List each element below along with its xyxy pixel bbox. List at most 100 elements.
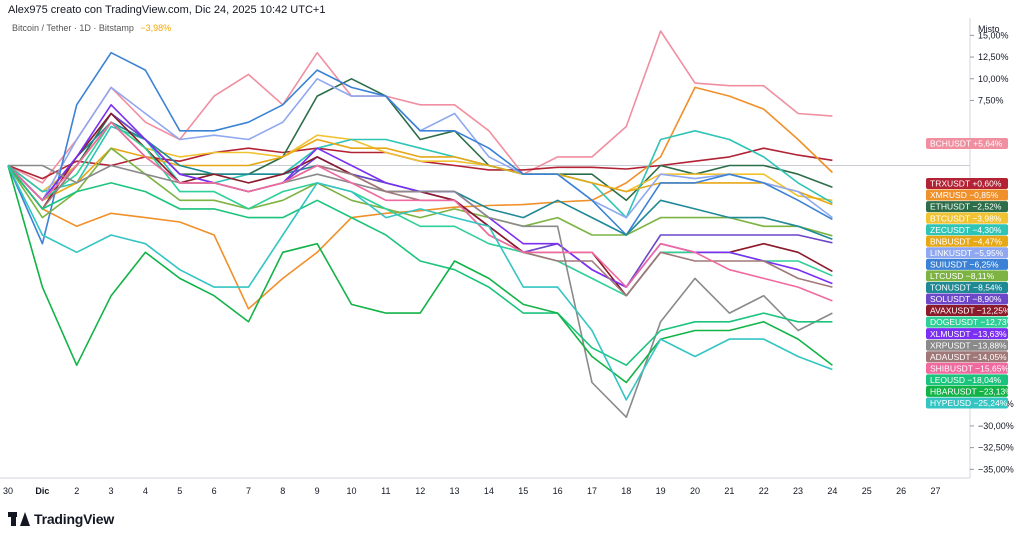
price-label-bg bbox=[926, 293, 1008, 305]
x-tick-label: 13 bbox=[450, 486, 460, 496]
price-label-text: AVAXUSDT −12,25% bbox=[930, 306, 1011, 316]
series-line-xmrusd bbox=[7, 86, 833, 310]
x-tick-label: 21 bbox=[724, 486, 734, 496]
price-label-text: SHIBUSDT −15,65% bbox=[930, 363, 1009, 373]
price-label-trxusdt: TRXUSDT +0,60% bbox=[926, 178, 1008, 189]
price-label-bg bbox=[926, 281, 1008, 293]
symbol-legend[interactable]: Bitcoin / Tether · 1D · Bitstamp −3,98% bbox=[12, 23, 171, 33]
price-label-text: HBARUSDT −23,13% bbox=[930, 387, 1013, 397]
price-label-xmrusd: XMRUSD −0,85% bbox=[926, 189, 1008, 201]
price-label-bg bbox=[926, 138, 1008, 149]
x-tick-label: 6 bbox=[212, 486, 217, 496]
x-tick-label: 3 bbox=[109, 486, 114, 496]
price-label-text: ADAUSDT −14,05% bbox=[930, 352, 1007, 362]
x-tick-label: 19 bbox=[656, 486, 666, 496]
price-label-text: LTCUSD −8,11% bbox=[930, 271, 995, 281]
x-tick-label: 9 bbox=[315, 486, 320, 496]
x-tick-label: 2 bbox=[74, 486, 79, 496]
x-tick-label: 24 bbox=[827, 486, 837, 496]
price-label-xlmusdt: XLMUSDT −13,63% bbox=[926, 328, 1008, 340]
price-label-bg bbox=[926, 258, 1008, 270]
x-tick-label: 15 bbox=[518, 486, 528, 496]
price-label-text: ZECUSDT −4,30% bbox=[930, 225, 1002, 235]
price-label-bg bbox=[926, 178, 1008, 189]
x-tick-label: 7 bbox=[246, 486, 251, 496]
price-label-bg bbox=[926, 270, 1008, 282]
symbol-change: −3,98% bbox=[140, 23, 172, 33]
price-label-bg bbox=[926, 328, 1008, 340]
price-label-text: BNBUSDT −4,47% bbox=[930, 236, 1002, 246]
price-label-ltcusd: LTCUSD −8,11% bbox=[926, 270, 1008, 282]
price-label-bg bbox=[926, 351, 1008, 363]
price-label-text: XLMUSDT −13,63% bbox=[930, 329, 1007, 339]
series-line-ethusdt bbox=[7, 78, 833, 202]
price-label-bg bbox=[926, 235, 1008, 247]
scale-mode[interactable]: Misto bbox=[978, 24, 1000, 34]
x-tick-label: 23 bbox=[793, 486, 803, 496]
x-tick-label: 17 bbox=[587, 486, 597, 496]
price-label-bchusdt: BCHUSDT +5,64% bbox=[926, 138, 1008, 149]
y-tick-label: 12,50% bbox=[978, 52, 1009, 62]
price-label-hypeusd: HYPEUSD −25,24% bbox=[926, 397, 1008, 409]
price-label-text: SUIUSDT −6,25% bbox=[930, 259, 999, 269]
x-tick-label: 5 bbox=[177, 486, 182, 496]
x-tick-label: 20 bbox=[690, 486, 700, 496]
price-label-btcusdt: BTCUSDT −3,98% bbox=[926, 212, 1008, 224]
x-tick-label: 25 bbox=[862, 486, 872, 496]
price-label-text: HYPEUSD −25,24% bbox=[930, 398, 1008, 408]
price-label-ethusdt: ETHUSDT −2,52% bbox=[926, 201, 1008, 213]
price-label-bg bbox=[926, 305, 1008, 317]
price-label-text: BCHUSDT +5,64% bbox=[930, 139, 1003, 149]
series-line-hbarusdt bbox=[7, 165, 833, 384]
series-line-leousd bbox=[7, 165, 833, 367]
symbol-name: Bitcoin / Tether · 1D · Bitstamp bbox=[12, 23, 134, 33]
x-tick-label: 18 bbox=[621, 486, 631, 496]
series-line-bchusdt bbox=[7, 30, 833, 184]
x-tick-label: 30 bbox=[3, 486, 13, 496]
x-tick-label: 27 bbox=[930, 486, 940, 496]
price-label-bg bbox=[926, 212, 1008, 224]
price-label-bg bbox=[926, 189, 1008, 201]
price-label-solusdt: SOLUSDT −8,90% bbox=[926, 293, 1008, 305]
y-tick-label: −30,00% bbox=[978, 421, 1014, 431]
x-tick-label: 14 bbox=[484, 486, 494, 496]
tradingview-logo-icon bbox=[8, 512, 30, 526]
price-label-dogeusdt: DOGEUSDT −12,73% bbox=[926, 316, 1015, 328]
price-label-text: XRPUSDT −13,88% bbox=[930, 340, 1007, 350]
price-label-text: ETHUSDT −2,52% bbox=[930, 202, 1002, 212]
series-line-suiusdt bbox=[7, 51, 833, 245]
price-label-bg bbox=[926, 247, 1008, 259]
y-tick-label: 7,50% bbox=[978, 95, 1004, 105]
price-label-text: DOGEUSDT −12,73% bbox=[930, 317, 1015, 327]
price-labels: BCHUSDT +5,64% TRXUSDT +0,60%XMRUSD −0,85… bbox=[926, 138, 1015, 409]
series-line-shibusdt bbox=[7, 121, 833, 302]
price-label-text: XMRUSD −0,85% bbox=[930, 190, 999, 200]
price-label-shibusdt: SHIBUSDT −15,65% bbox=[926, 362, 1009, 374]
price-label-bg bbox=[926, 385, 1008, 397]
price-label-bnbusdt: BNBUSDT −4,47% bbox=[926, 235, 1008, 247]
series-line-bnbusdt bbox=[7, 138, 833, 206]
price-label-suiusdt: SUIUSDT −6,25% bbox=[926, 258, 1008, 270]
series-line-avaxusdt bbox=[7, 112, 833, 297]
price-label-text: TRXUSDT +0,60% bbox=[930, 179, 1002, 189]
series-line-hypeusd bbox=[7, 165, 833, 401]
x-tick-label: 16 bbox=[553, 486, 563, 496]
price-label-avaxusdt: AVAXUSDT −12,25% bbox=[926, 305, 1011, 317]
price-label-bg bbox=[926, 339, 1008, 351]
price-label-linkusdt: LINKUSDT −5,95% bbox=[926, 247, 1008, 259]
x-tick-label: 12 bbox=[415, 486, 425, 496]
series-layer bbox=[7, 30, 833, 419]
y-tick-label: 15,00% bbox=[978, 30, 1009, 40]
price-label-bg bbox=[926, 397, 1008, 409]
price-label-bg bbox=[926, 374, 1008, 386]
y-tick-label: 10,00% bbox=[978, 74, 1009, 84]
x-tick-label: 11 bbox=[381, 486, 390, 496]
price-label-bg bbox=[926, 316, 1008, 328]
price-label-text: BTCUSDT −3,98% bbox=[930, 213, 1002, 223]
x-tick-label: 10 bbox=[346, 486, 356, 496]
tradingview-logo[interactable]: TradingView bbox=[8, 511, 114, 527]
price-label-adausdt: ADAUSDT −14,05% bbox=[926, 351, 1008, 363]
x-tick-label: Dic bbox=[35, 486, 49, 496]
price-label-bg bbox=[926, 201, 1008, 213]
